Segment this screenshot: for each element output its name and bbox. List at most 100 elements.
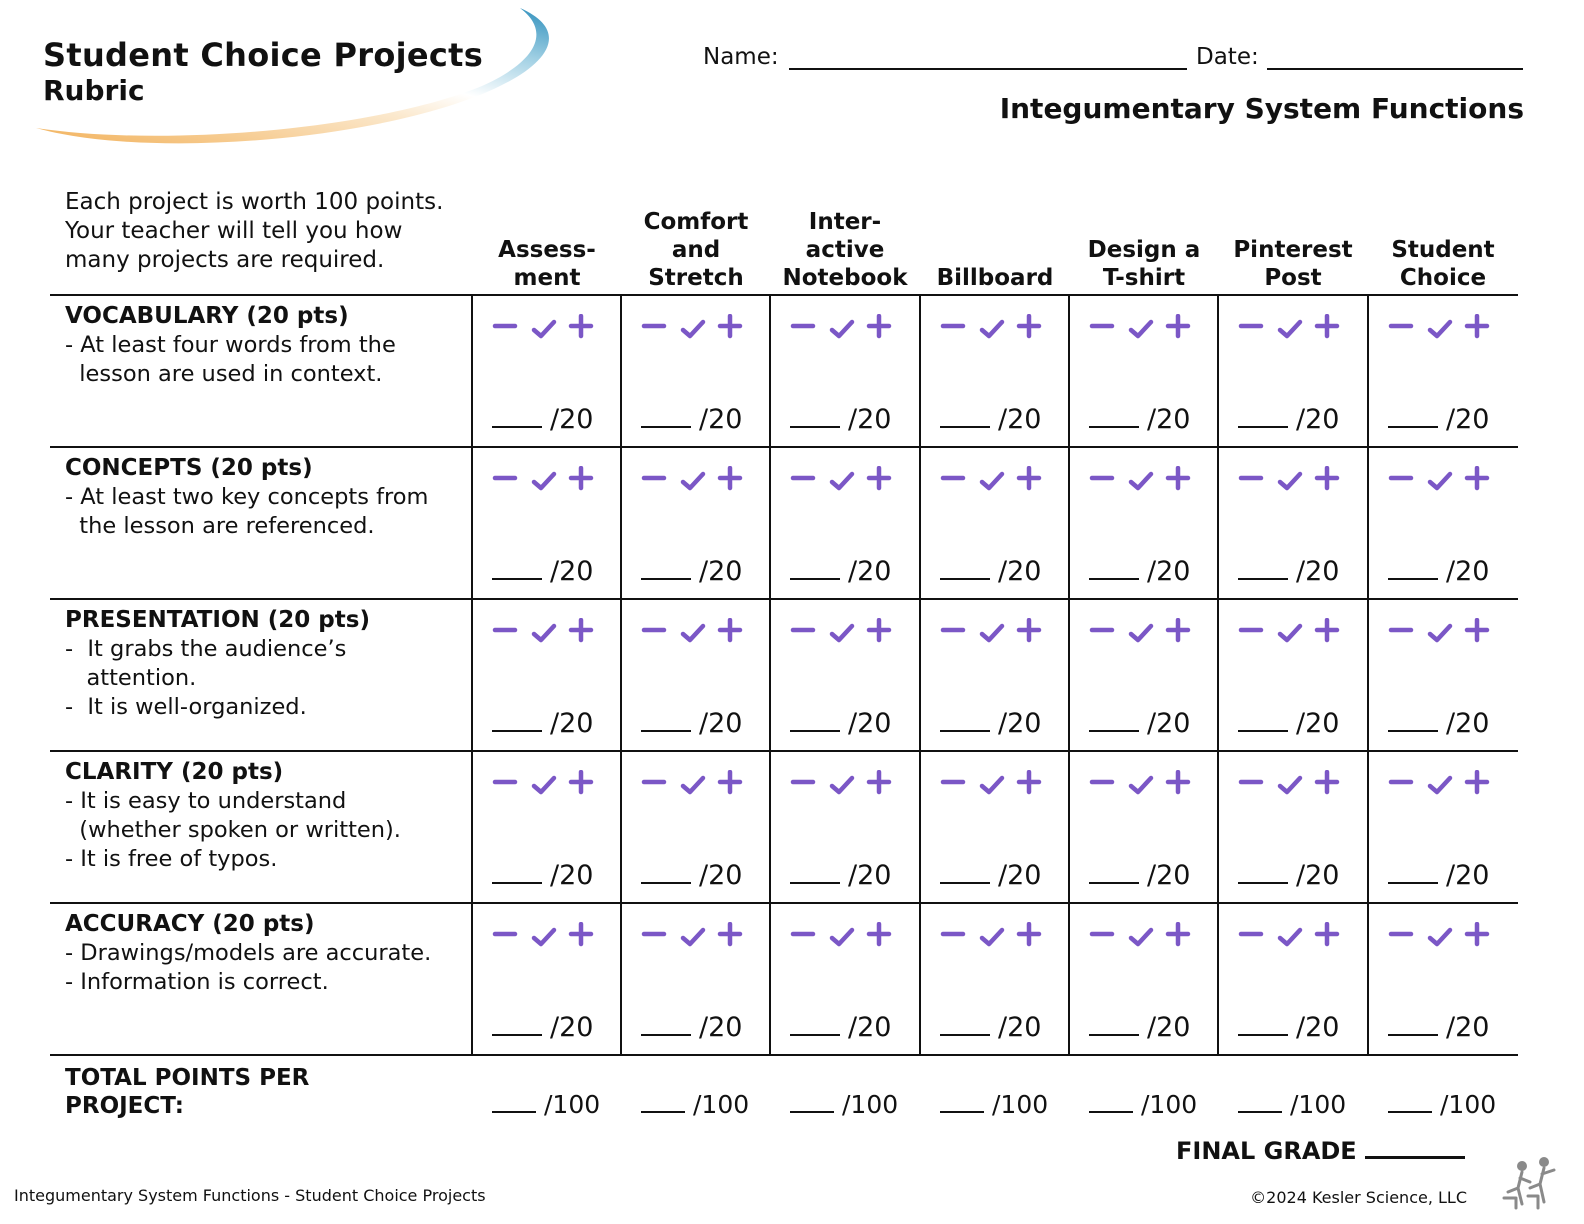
score-blank[interactable] (1238, 710, 1288, 732)
minus-icon[interactable] (1388, 922, 1416, 950)
score-blank[interactable] (1238, 1014, 1288, 1036)
minus-icon[interactable] (1089, 618, 1117, 646)
score-blank[interactable] (492, 558, 542, 580)
plus-icon[interactable] (568, 922, 596, 950)
plus-icon[interactable] (568, 466, 596, 494)
check-icon[interactable] (828, 618, 856, 646)
check-icon[interactable] (1127, 770, 1155, 798)
total-blank[interactable] (1238, 1091, 1282, 1113)
check-icon[interactable] (530, 466, 558, 494)
score-blank[interactable] (940, 1014, 990, 1036)
score-blank[interactable] (1089, 558, 1139, 580)
check-icon[interactable] (1276, 618, 1304, 646)
total-blank[interactable] (641, 1091, 685, 1113)
minus-icon[interactable] (492, 466, 520, 494)
check-icon[interactable] (1426, 466, 1454, 494)
plus-icon[interactable] (1314, 618, 1342, 646)
minus-icon[interactable] (641, 314, 669, 342)
plus-icon[interactable] (1464, 770, 1492, 798)
minus-icon[interactable] (492, 922, 520, 950)
minus-icon[interactable] (641, 922, 669, 950)
check-icon[interactable] (1426, 922, 1454, 950)
minus-icon[interactable] (1238, 314, 1266, 342)
minus-icon[interactable] (492, 770, 520, 798)
plus-icon[interactable] (1314, 314, 1342, 342)
plus-icon[interactable] (568, 314, 596, 342)
score-blank[interactable] (790, 710, 840, 732)
total-blank[interactable] (492, 1091, 536, 1113)
score-blank[interactable] (1388, 862, 1438, 884)
plus-icon[interactable] (1314, 922, 1342, 950)
score-blank[interactable] (492, 406, 542, 428)
check-icon[interactable] (1276, 314, 1304, 342)
minus-icon[interactable] (1089, 770, 1117, 798)
final-grade-field[interactable] (1364, 1136, 1465, 1159)
minus-icon[interactable] (1089, 466, 1117, 494)
score-blank[interactable] (1238, 406, 1288, 428)
check-icon[interactable] (1276, 770, 1304, 798)
check-icon[interactable] (1276, 466, 1304, 494)
check-icon[interactable] (679, 922, 707, 950)
total-blank[interactable] (790, 1091, 834, 1113)
minus-icon[interactable] (1388, 466, 1416, 494)
check-icon[interactable] (978, 770, 1006, 798)
score-blank[interactable] (641, 862, 691, 884)
plus-icon[interactable] (866, 466, 894, 494)
plus-icon[interactable] (1464, 314, 1492, 342)
check-icon[interactable] (679, 618, 707, 646)
score-blank[interactable] (492, 1014, 542, 1036)
plus-icon[interactable] (717, 618, 745, 646)
score-blank[interactable] (1089, 862, 1139, 884)
plus-icon[interactable] (866, 618, 894, 646)
minus-icon[interactable] (1238, 618, 1266, 646)
minus-icon[interactable] (790, 314, 818, 342)
plus-icon[interactable] (866, 314, 894, 342)
check-icon[interactable] (978, 466, 1006, 494)
total-blank[interactable] (1089, 1091, 1133, 1113)
plus-icon[interactable] (1165, 922, 1193, 950)
total-blank[interactable] (940, 1091, 984, 1113)
plus-icon[interactable] (1016, 770, 1044, 798)
minus-icon[interactable] (790, 922, 818, 950)
check-icon[interactable] (828, 314, 856, 342)
minus-icon[interactable] (790, 466, 818, 494)
plus-icon[interactable] (866, 770, 894, 798)
minus-icon[interactable] (940, 770, 968, 798)
minus-icon[interactable] (1089, 922, 1117, 950)
plus-icon[interactable] (1314, 770, 1342, 798)
score-blank[interactable] (1388, 406, 1438, 428)
check-icon[interactable] (1426, 314, 1454, 342)
check-icon[interactable] (978, 618, 1006, 646)
score-blank[interactable] (940, 558, 990, 580)
plus-icon[interactable] (1165, 466, 1193, 494)
check-icon[interactable] (978, 314, 1006, 342)
minus-icon[interactable] (1238, 770, 1266, 798)
score-blank[interactable] (1238, 862, 1288, 884)
minus-icon[interactable] (940, 466, 968, 494)
minus-icon[interactable] (790, 770, 818, 798)
score-blank[interactable] (1388, 558, 1438, 580)
score-blank[interactable] (940, 862, 990, 884)
minus-icon[interactable] (940, 314, 968, 342)
check-icon[interactable] (530, 314, 558, 342)
score-blank[interactable] (641, 710, 691, 732)
check-icon[interactable] (978, 922, 1006, 950)
score-blank[interactable] (790, 406, 840, 428)
plus-icon[interactable] (1165, 618, 1193, 646)
score-blank[interactable] (940, 406, 990, 428)
minus-icon[interactable] (1238, 922, 1266, 950)
check-icon[interactable] (1276, 922, 1304, 950)
plus-icon[interactable] (1464, 922, 1492, 950)
minus-icon[interactable] (1388, 770, 1416, 798)
plus-icon[interactable] (1464, 466, 1492, 494)
check-icon[interactable] (1426, 618, 1454, 646)
plus-icon[interactable] (1314, 466, 1342, 494)
plus-icon[interactable] (1165, 770, 1193, 798)
score-blank[interactable] (641, 1014, 691, 1036)
score-blank[interactable] (492, 862, 542, 884)
plus-icon[interactable] (1016, 466, 1044, 494)
check-icon[interactable] (530, 618, 558, 646)
plus-icon[interactable] (1016, 922, 1044, 950)
check-icon[interactable] (828, 466, 856, 494)
plus-icon[interactable] (866, 922, 894, 950)
